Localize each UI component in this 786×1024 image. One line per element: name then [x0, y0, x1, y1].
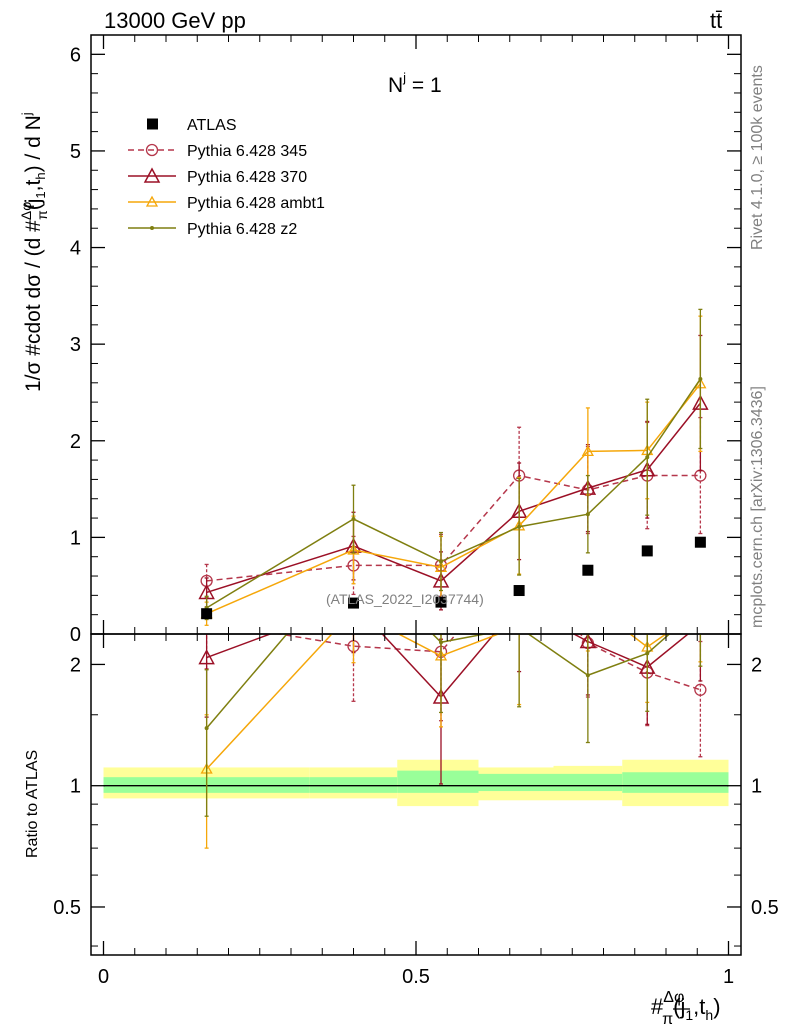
top-ylabel: 1/σ #cdot dσ / (d #Δφπ(j1,th) / d Nj [18, 112, 50, 392]
analysis-watermark: (ATLAS_2022_I2037744) [326, 591, 484, 607]
point-marker [645, 651, 650, 656]
y-tick-label: 1 [70, 527, 81, 549]
band-inner [397, 770, 479, 793]
ratio-ylabel: Ratio to ATLAS [24, 750, 41, 858]
point-marker [150, 226, 154, 230]
legend-label: Pythia 6.428 z2 [187, 221, 297, 238]
point-marker [517, 524, 522, 529]
point-marker [198, 648, 215, 665]
y-tick-label: 5 [70, 141, 81, 163]
series-line [206, 383, 701, 615]
series-line [206, 634, 690, 699]
point-marker [694, 683, 707, 696]
series-line [206, 634, 668, 770]
point-marker [439, 559, 443, 564]
ratio-tick-label-right: 0.5 [751, 897, 779, 919]
legend-entry: Pythia 6.428 345 [128, 143, 307, 160]
ratio-series [103, 597, 729, 849]
legend-label: ATLAS [187, 117, 237, 134]
point-marker [585, 673, 590, 678]
ratio-tick-label-left: 0.5 [53, 897, 81, 919]
legend-label: Pythia 6.428 370 [187, 169, 307, 186]
rivet-label: Rivet 4.1.0, ≥ 100k events [749, 65, 766, 250]
band-inner [309, 777, 398, 793]
ratio-axes: 0 0.5 1 0.5 0.5 1 1 2 2 [53, 633, 779, 988]
atlas-data-point [348, 597, 359, 609]
point-marker [145, 195, 159, 207]
legend-entry: Pythia 6.428 ambt1 [128, 195, 325, 212]
point-marker [143, 167, 161, 183]
point-marker [512, 597, 526, 610]
legend-entry: Pythia 6.428 z2 [128, 221, 297, 238]
legend-entry: ATLAS [147, 117, 237, 134]
series-line [275, 634, 701, 691]
ratio-tick-label-right: 2 [751, 654, 762, 676]
ratio-tick-label-left: 2 [70, 654, 81, 676]
point-marker [145, 143, 159, 157]
process-label: tt̄ [710, 8, 722, 33]
series-atlas [201, 536, 706, 620]
point-marker [695, 605, 705, 614]
legend: ATLAS Pythia 6.428 345 Pythia 6.428 370 Pyt… [128, 117, 325, 238]
series-line [206, 402, 701, 594]
atlas-data-point [641, 545, 653, 557]
legend-label: Pythia 6.428 ambt1 [187, 195, 325, 212]
band-inner [678, 772, 729, 793]
point-marker [698, 376, 703, 381]
ratio-tick-label-left: 1 [70, 776, 81, 798]
atlas-data-point [435, 596, 447, 608]
ratio-uncertainty-bands [103, 759, 729, 807]
point-marker [693, 617, 707, 630]
point-marker [581, 445, 594, 457]
energy-label: 13000 GeV pp [104, 8, 246, 33]
x-tick-label: 0.5 [402, 966, 430, 988]
x-tick-label: 0 [98, 966, 109, 988]
xlabel-text: #Δφ π(j1,th) [651, 989, 721, 1024]
atlas-data-point [201, 608, 213, 620]
y-tick-label: 2 [70, 431, 81, 453]
point-marker [514, 621, 524, 630]
y-tick-label: 0 [70, 624, 81, 646]
point-marker [347, 543, 360, 555]
point-marker [204, 726, 209, 731]
point-marker [645, 455, 650, 460]
main-series [198, 308, 709, 626]
series-pythia-6-428-345 [204, 634, 707, 758]
point-marker [585, 512, 590, 517]
series-pythia-6-428-z2 [204, 605, 703, 817]
band-inner [553, 773, 623, 792]
point-marker [351, 517, 356, 522]
series-line [206, 474, 701, 582]
point-marker [583, 597, 593, 606]
legend-marker [147, 118, 158, 130]
mcplots-label: mcplots.cern.ch [arXiv:1306.3436] [749, 386, 766, 628]
series-pythia-6-428-z2 [204, 308, 703, 621]
xlabel: #Δφ π(j1,th) [651, 989, 721, 1024]
njet-annotation: Nj = 1 [388, 70, 442, 97]
point-marker [517, 626, 521, 630]
y-tick-label: 6 [70, 44, 81, 66]
main-axes: 0 1 2 3 4 5 6 [70, 34, 742, 646]
atlas-data-point [513, 585, 525, 597]
series-pythia-6-428-ambt1 [200, 315, 707, 626]
ratio-tick-label-right: 1 [751, 776, 762, 798]
atlas-data-point [582, 564, 594, 576]
legend-entry: Pythia 6.428 370 [128, 167, 307, 186]
main-panel: Nj = 1 (ATLAS_2022_I2037744) ATLAS Pythia… [70, 34, 742, 646]
x-tick-label: 1 [723, 966, 734, 988]
point-marker [439, 640, 443, 645]
point-marker [698, 605, 702, 609]
y-tick-label: 4 [70, 238, 81, 260]
atlas-data-point [694, 536, 706, 548]
legend-label: Pythia 6.428 345 [187, 143, 307, 160]
top-ylabel-text: 1/σ #cdot dσ / (d #Δφπ(j1,th) / d Nj [18, 112, 50, 392]
band-inner [478, 773, 554, 792]
ratio-panel: 0 0.5 1 0.5 0.5 1 1 2 2 [53, 597, 779, 988]
y-tick-label: 3 [70, 334, 81, 356]
band-inner [622, 772, 679, 793]
